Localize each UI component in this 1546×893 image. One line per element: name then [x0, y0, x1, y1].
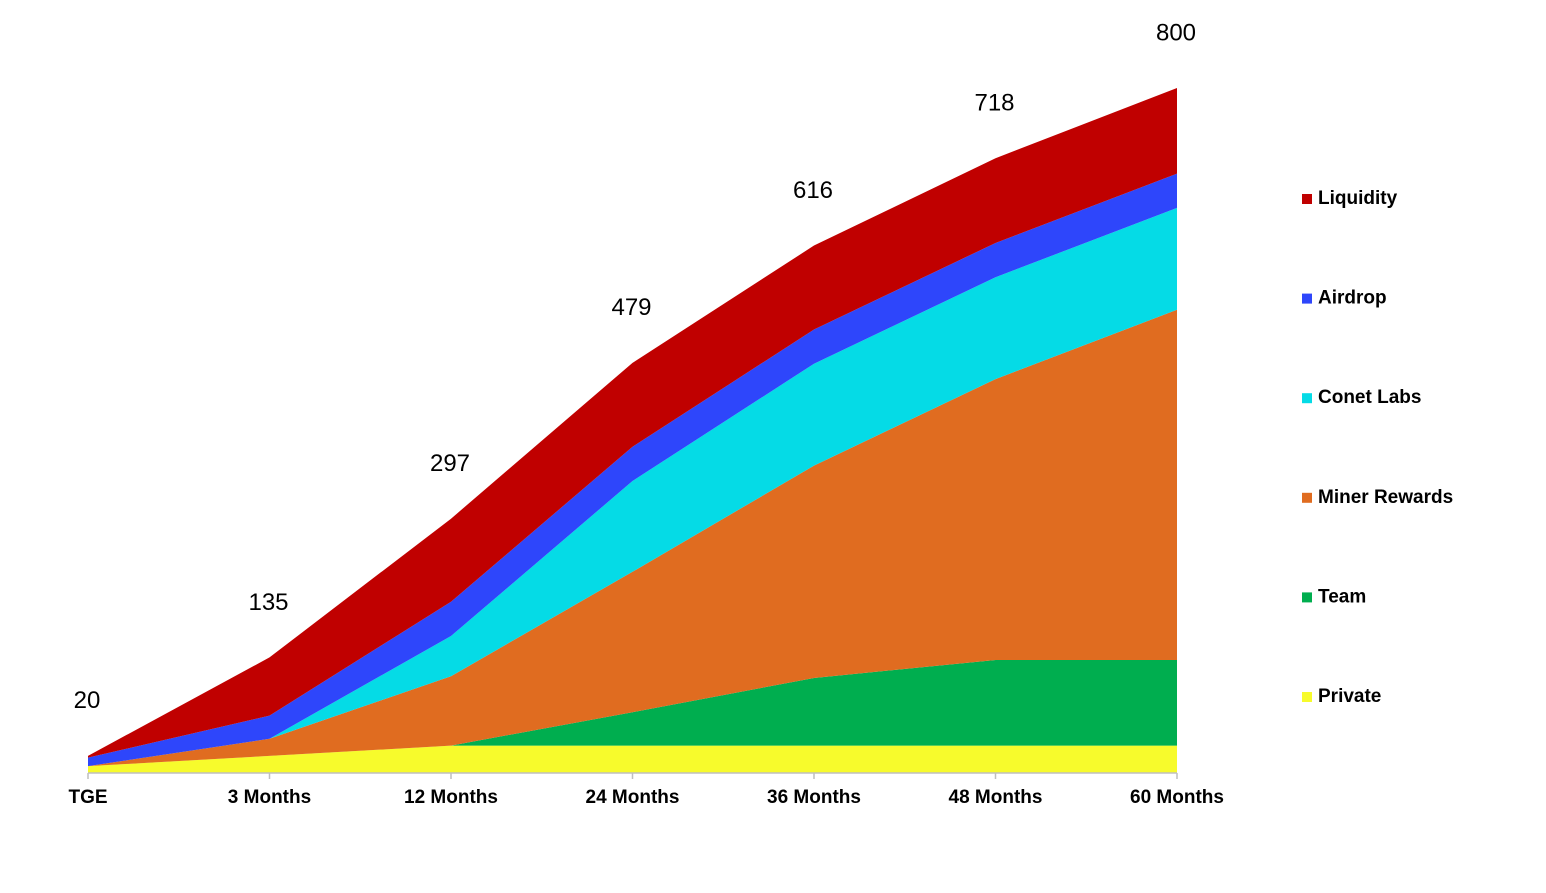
total-label: 800	[1156, 19, 1196, 46]
total-label: 479	[611, 294, 651, 321]
legend-label: Conet Labs	[1318, 387, 1421, 408]
area	[88, 207, 1177, 767]
x-tick-label: 24 Months	[586, 787, 680, 808]
legend-label: Private	[1318, 686, 1381, 707]
total-label: 718	[974, 90, 1014, 117]
area	[88, 309, 1177, 767]
legend-swatch	[1302, 393, 1312, 404]
legend-label: Airdrop	[1318, 288, 1387, 309]
x-tick-label: 36 Months	[767, 787, 861, 808]
area	[88, 745, 1177, 773]
legend-label: Team	[1318, 586, 1366, 607]
area	[88, 88, 1177, 758]
total-label: 20	[74, 687, 101, 714]
x-tick-label: 3 Months	[228, 787, 311, 808]
legend-swatch	[1302, 592, 1312, 603]
x-tick-label: 60 Months	[1130, 787, 1224, 808]
legend-label: Miner Rewards	[1318, 487, 1453, 508]
x-tick-label: 12 Months	[404, 787, 498, 808]
total-label: 297	[430, 450, 470, 477]
area	[88, 173, 1177, 767]
total-label: 616	[793, 177, 833, 204]
total-label: 135	[248, 589, 288, 616]
area	[88, 659, 1177, 767]
legend-swatch	[1302, 492, 1312, 503]
legend-swatch	[1302, 194, 1312, 204]
legend-swatch	[1302, 293, 1312, 304]
x-tick-label: TGE	[68, 787, 107, 808]
legend-swatch	[1302, 692, 1312, 702]
x-tick-label: 48 Months	[949, 787, 1043, 808]
legend-label: Liquidity	[1318, 188, 1398, 209]
